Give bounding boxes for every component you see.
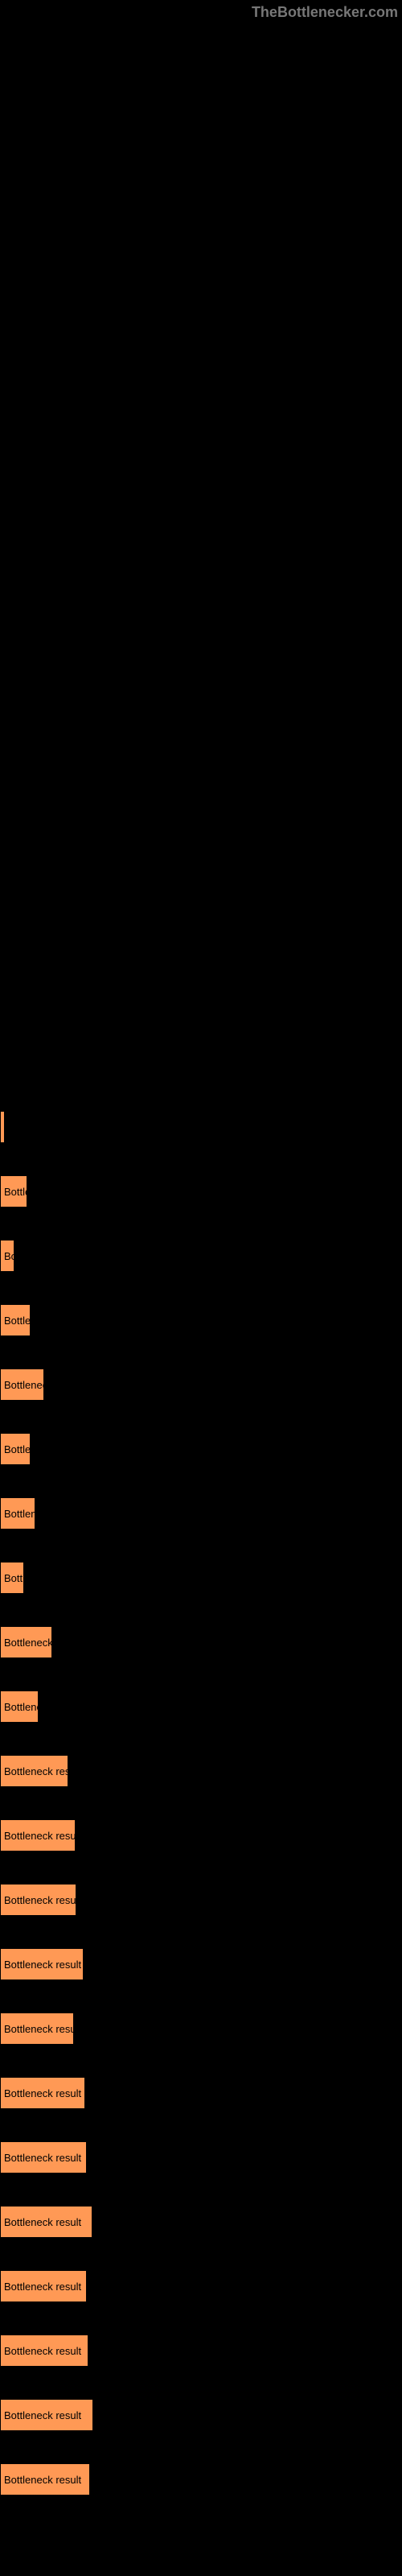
bar-row: Bottleneck result	[0, 1159, 402, 1224]
bar: Bottleneck result	[0, 1884, 76, 1916]
bar-label: Bottleneck result	[4, 2474, 81, 2486]
bar: Bottleneck result	[0, 2141, 87, 2174]
bar: Bottleneck result	[0, 1111, 5, 1143]
bar: Bottleneck result	[0, 2270, 87, 2302]
bar-row: Bottleneck result	[0, 2190, 402, 2254]
bar: Bottleneck result	[0, 1175, 27, 1208]
bar: Bottleneck result	[0, 2206, 92, 2238]
bar-label: Bottleneck result	[4, 2152, 81, 2164]
watermark-text: TheBottlenecker.com	[252, 4, 398, 21]
bar-row: Bottleneck result	[0, 1481, 402, 1546]
bar-label: Bottleneck result	[4, 1701, 39, 1713]
bar: Bottleneck result	[0, 1562, 24, 1594]
bar: Bottleneck result	[0, 1690, 39, 1723]
bar-row: Bottleneck result	[0, 2447, 402, 2512]
bar-label: Bottleneck result	[4, 2345, 81, 2357]
bar-row: Bottleneck result	[0, 1417, 402, 1481]
bar-label: Bottleneck result	[4, 1443, 31, 1455]
bar-label: Bottleneck result	[4, 1959, 81, 1971]
bar-row: Bottleneck result	[0, 1224, 402, 1288]
bar-row: Bottleneck result	[0, 1546, 402, 1610]
bar-label: Bottleneck result	[4, 1637, 52, 1649]
bar-label: Bottleneck result	[4, 2087, 81, 2099]
bar: Bottleneck result	[0, 1626, 52, 1658]
bar: Bottleneck result	[0, 2077, 85, 2109]
bar-row: Bottleneck result	[0, 1868, 402, 1932]
bar-chart: Bottleneck result Bottleneck result Bottle…	[0, 1095, 402, 2512]
bar-row: Bottleneck result	[0, 1610, 402, 1674]
bar-label: Bottleneck result	[4, 1765, 68, 1777]
bar-row: Bottleneck result	[0, 2254, 402, 2318]
bar-label: Bottleneck result	[4, 1508, 35, 1520]
bar-label: Bottleneck result	[4, 2281, 81, 2293]
bar: Bottleneck result	[0, 1948, 84, 1980]
bar-label: Bottleneck result	[4, 2216, 81, 2228]
bar-row: Bottleneck result	[0, 2318, 402, 2383]
bar: Bottleneck result	[0, 1240, 14, 1272]
bar: Bottleneck result	[0, 2013, 74, 2045]
bar-row: Bottleneck result	[0, 1996, 402, 2061]
bar-row: Bottleneck result	[0, 1674, 402, 1739]
bar-label: Bottleneck result	[3, 1111, 5, 1142]
bar-row: Bottleneck result	[0, 2125, 402, 2190]
bar: Bottleneck result	[0, 1304, 31, 1336]
bar: Bottleneck result	[0, 2463, 90, 2496]
bar-label: Bottleneck result	[4, 2023, 74, 2035]
bar: Bottleneck result	[0, 1497, 35, 1530]
bar: Bottleneck result	[0, 2334, 88, 2367]
bar-row: Bottleneck result	[0, 1803, 402, 1868]
bar-label: Bottleneck result	[4, 1315, 31, 1327]
bar-label: Bottleneck result	[4, 1894, 76, 1906]
bar-row: Bottleneck result	[0, 1288, 402, 1352]
bar-label: Bottleneck result	[4, 1379, 44, 1391]
bar: Bottleneck result	[0, 1368, 44, 1401]
bar-row: Bottleneck result	[0, 1739, 402, 1803]
bar-row: Bottleneck result	[0, 2061, 402, 2125]
bar-label: Bottleneck result	[4, 2409, 81, 2421]
bar-label: Bottleneck result	[4, 1250, 14, 1262]
bar-label: Bottleneck result	[4, 1572, 24, 1584]
bar: Bottleneck result	[0, 1433, 31, 1465]
bar-row: Bottleneck result	[0, 1932, 402, 1996]
bar-label: Bottleneck result	[4, 1186, 27, 1198]
bar: Bottleneck result	[0, 1755, 68, 1787]
bar-row: Bottleneck result	[0, 1352, 402, 1417]
bar-label: Bottleneck result	[4, 1830, 76, 1842]
bar: Bottleneck result	[0, 1819, 76, 1852]
bar-row: Bottleneck result	[0, 1095, 402, 1159]
bar: Bottleneck result	[0, 2399, 93, 2431]
bar-row: Bottleneck result	[0, 2383, 402, 2447]
